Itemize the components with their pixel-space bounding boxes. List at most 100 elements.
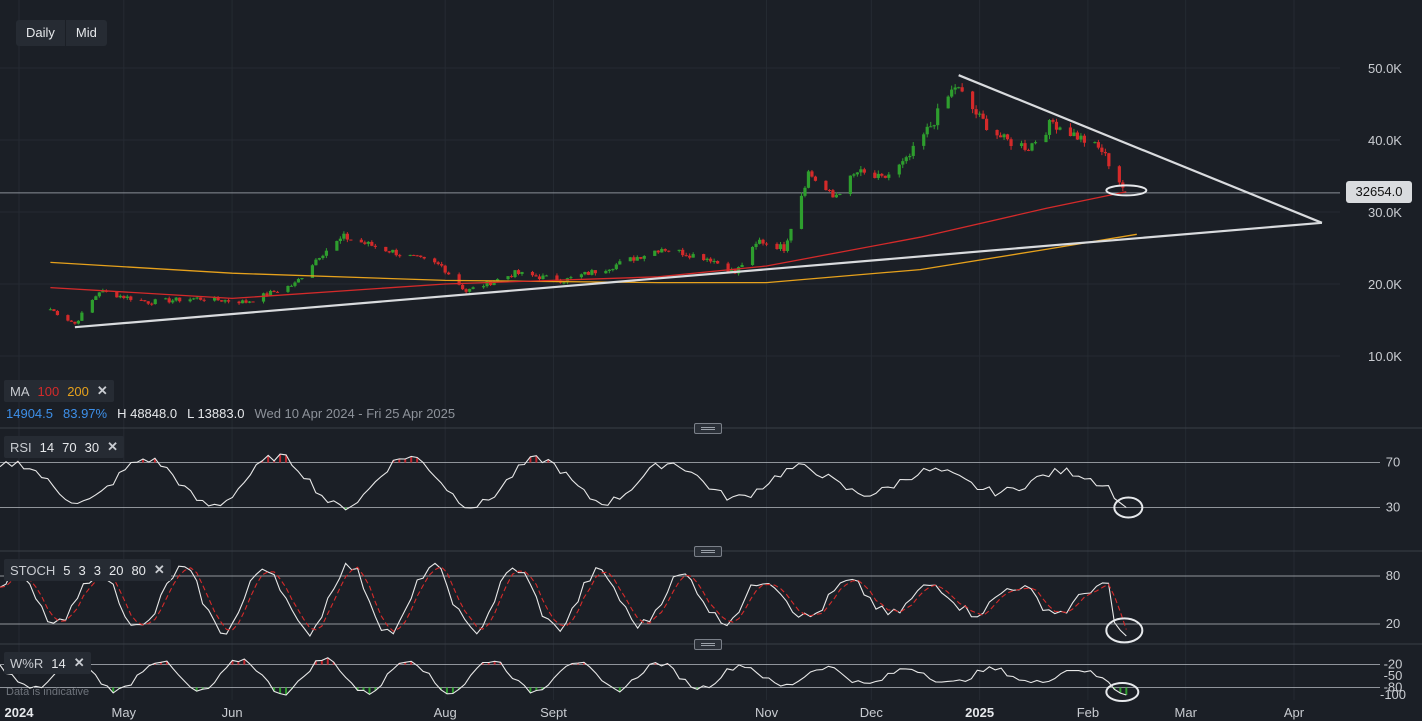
rsi-axis-label: 30 [1386,500,1400,515]
candle-body [391,249,395,253]
rsi-line [0,453,1127,511]
candle-body [213,297,217,301]
candle-body [335,240,339,251]
candle-body [1096,142,1100,148]
candle-body [73,321,77,324]
candle-body [394,249,398,256]
candle-body [150,303,154,305]
rsi-label: RSI [10,439,32,455]
candle-body [321,255,325,259]
x-axis-label: 2025 [965,705,994,720]
candle-body [419,255,423,257]
candle-body [1058,127,1062,130]
candle-body [929,126,933,128]
candle-body [998,135,1003,138]
candle-body [1026,149,1031,151]
stoch-p3: 3 [93,562,101,578]
close-icon[interactable]: ✕ [96,383,108,398]
stat-value-2: 83.97% [63,406,108,421]
candle-body [338,238,342,241]
stat-value-1: 14904.5 [6,406,53,421]
candle-body [268,290,273,296]
candle-body [632,257,636,261]
candle-body [1009,139,1013,147]
ma-legend[interactable]: MA 100 200 ✕ [4,380,114,402]
candle-body [66,315,70,321]
price-tick-label: 40.0K [1368,133,1402,148]
rsi-legend[interactable]: RSI 14 70 30 ✕ [4,436,124,458]
candle-body [876,173,880,178]
candle-body [611,269,615,271]
ma100-line [50,191,1127,300]
candle-body [824,180,828,191]
candle-body [709,258,713,262]
candle-body [932,125,936,127]
wpr-axis-label: -80 [1384,679,1403,694]
candle-body [974,109,978,115]
pane-resize-handle[interactable] [694,546,722,557]
pane-resize-handle[interactable] [694,639,722,650]
close-icon[interactable]: ✕ [73,655,85,670]
candle-body [831,190,835,198]
candle-body [317,258,322,260]
candle-body [691,254,695,258]
candle-body [1002,134,1006,138]
candle-body [859,169,863,173]
candle-body [873,172,877,178]
candle-body [985,118,989,131]
candle-body [76,320,80,324]
ma200-period: 200 [67,383,89,399]
candle-body [813,176,818,181]
candle-body [806,171,811,188]
candle-body [125,296,129,298]
candle-body [810,171,814,177]
candle-body [433,258,437,263]
candle-body [981,113,985,119]
candle-body [370,241,374,246]
candle-body [590,270,594,275]
candle-body [1072,132,1076,137]
candle-body [607,269,611,272]
candle-body [342,233,346,239]
trendline [74,221,1323,329]
rsi-lower: 30 [84,439,100,455]
candle-body [265,293,269,296]
williams-r-legend[interactable]: W%R 14 ✕ [4,652,91,674]
candle-body [314,259,318,266]
candle-body [761,239,765,244]
close-icon[interactable]: ✕ [153,562,165,577]
candle-body [286,285,290,292]
interval-daily-button[interactable]: Daily [26,25,55,40]
stoch-p5: 80 [131,562,146,578]
candle-body [789,228,793,241]
close-icon[interactable]: ✕ [107,439,118,454]
ma100-period: 100 [37,383,60,399]
candle-body [730,269,734,273]
candle-body [555,275,559,281]
stoch-legend[interactable]: STOCH 5 3 3 20 80 ✕ [4,559,171,581]
candle-body [642,255,646,259]
candle-body [188,299,192,302]
candle-body [1100,147,1104,152]
price-tick-label: 20.0K [1368,277,1402,292]
rsi-upper: 70 [62,439,77,455]
wpr-line [0,657,1127,696]
candle-body [950,89,954,97]
trendline [958,74,1323,224]
candle-body [412,254,416,256]
x-axis-label: Dec [860,705,884,720]
candle-body [366,241,370,244]
candle-body [583,271,587,275]
candle-body [778,244,783,250]
candle-body [1030,143,1034,151]
stat-date-range: Wed 10 Apr 2024 - Fri 25 Apr 2025 [254,406,456,421]
price-mid-button[interactable]: Mid [64,20,107,46]
candle-body [167,298,171,303]
rsi-axis-label: 70 [1386,455,1400,470]
candle-body [764,243,769,245]
candle-body [122,295,126,298]
candle-body [506,276,510,280]
candle-body [48,309,53,311]
pane-resize-handle[interactable] [694,423,722,434]
